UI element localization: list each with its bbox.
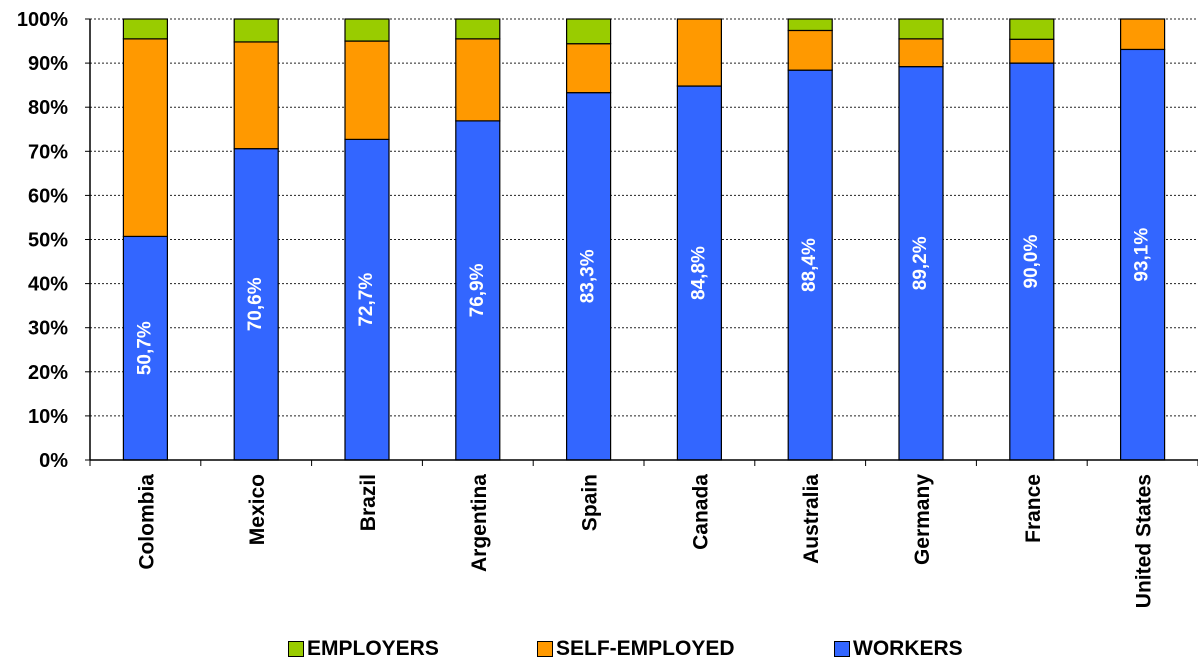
bar-self-employed-colombia (122, 38, 169, 238)
data-label: 93,1% (1132, 228, 1153, 282)
bar-self-employed-mexico (233, 41, 279, 150)
bar-self-employed-argentina (455, 38, 501, 122)
data-label: 88,4% (799, 238, 820, 292)
x-tick-label: Germany (911, 474, 934, 565)
data-label: 90,0% (1021, 235, 1042, 289)
x-tick-label: Argentina (468, 474, 491, 572)
bar-workers-germany (898, 66, 944, 461)
x-tick-label: Canada (689, 474, 712, 550)
data-label: 50,7% (134, 321, 155, 375)
legend-label-employers: EMPLOYERS (307, 637, 439, 660)
x-tick-label: Spain (579, 474, 602, 531)
bar-workers-france (1009, 62, 1055, 461)
bar-employers-brazil (344, 18, 390, 42)
bar-self-employed-united-states (1119, 18, 1166, 51)
bar-employers-australia (787, 18, 833, 32)
legend: EMPLOYERS SELF-EMPLOYED WORKERS (0, 637, 1198, 665)
y-tick-label: 100% (17, 9, 68, 31)
data-labels: 50,7% 70,6% 72,7% 76,9% 83,3% 84,8% 88,4% 89,2%… (134, 228, 1152, 375)
y-tick-label: 90% (28, 53, 68, 75)
bar-employers-argentina (455, 18, 501, 40)
bar-employers-mexico (233, 18, 279, 43)
x-tick-label: United States (1133, 474, 1156, 608)
bar-employers-spain (565, 18, 612, 45)
axes (85, 18, 1198, 466)
bar-self-employed-brazil (344, 40, 390, 140)
bar-workers-brazil (344, 138, 390, 461)
legend-label-self-employed: SELF-EMPLOYED (556, 637, 735, 660)
bar-self-employed-germany (898, 38, 944, 68)
stacked-bar-chart: 0% 10% 20% 30% 40% 50% 60% 70% 80% 90% 100% Colomb… (17, 9, 1198, 609)
data-label: 76,9% (467, 263, 488, 317)
y-tick-label: 80% (28, 97, 68, 119)
y-tick-label: 30% (28, 318, 68, 340)
y-tick-labels: 0% 10% 20% 30% 40% 50% 60% 70% 80% 90% 100% (17, 9, 68, 472)
bar-self-employed-france (1009, 38, 1055, 64)
bar-employers-colombia (122, 18, 169, 40)
bar-workers-mexico (233, 148, 279, 461)
x-tick-label: Mexico (246, 474, 269, 545)
y-tick-label: 20% (28, 362, 68, 384)
bar-workers-australia (787, 69, 833, 461)
y-tick-label: 10% (28, 406, 68, 428)
data-label: 70,6% (245, 277, 266, 331)
data-label: 83,3% (578, 249, 599, 303)
bar-self-employed-spain (565, 43, 612, 94)
x-tick-labels: Colombia Mexico Brazil Argentina Spain Canada… (135, 474, 1155, 609)
legend-label-workers: WORKERS (853, 637, 963, 660)
bar-employers-germany (898, 18, 944, 40)
bar-self-employed-canada (676, 18, 723, 87)
x-tick-label: France (1022, 474, 1045, 543)
legend-swatch-self-employed (537, 641, 553, 657)
bar-workers-united-states (1119, 48, 1166, 461)
y-tick-label: 50% (28, 230, 68, 252)
legend-item-self-employed: SELF-EMPLOYED (537, 637, 735, 661)
x-tick-label: Colombia (135, 474, 158, 570)
y-tick-label: 0% (39, 450, 68, 472)
bar-workers-spain (565, 92, 612, 461)
data-label: 89,2% (910, 236, 931, 290)
legend-swatch-employers (288, 641, 304, 657)
x-tick-label: Australia (800, 474, 823, 564)
y-tick-label: 70% (28, 141, 68, 163)
data-label: 72,7% (356, 273, 377, 327)
data-label: 84,8% (688, 246, 709, 300)
bar-employers-france (1009, 18, 1055, 40)
y-tick-label: 60% (28, 185, 68, 207)
x-tick-label: Brazil (357, 474, 380, 531)
legend-swatch-workers (834, 641, 850, 657)
bar-workers-colombia (122, 235, 169, 461)
bar-self-employed-australia (787, 29, 833, 71)
legend-item-employers: EMPLOYERS (288, 637, 439, 661)
legend-item-workers: WORKERS (834, 637, 963, 661)
y-tick-label: 40% (28, 274, 68, 296)
bars (122, 18, 1166, 461)
